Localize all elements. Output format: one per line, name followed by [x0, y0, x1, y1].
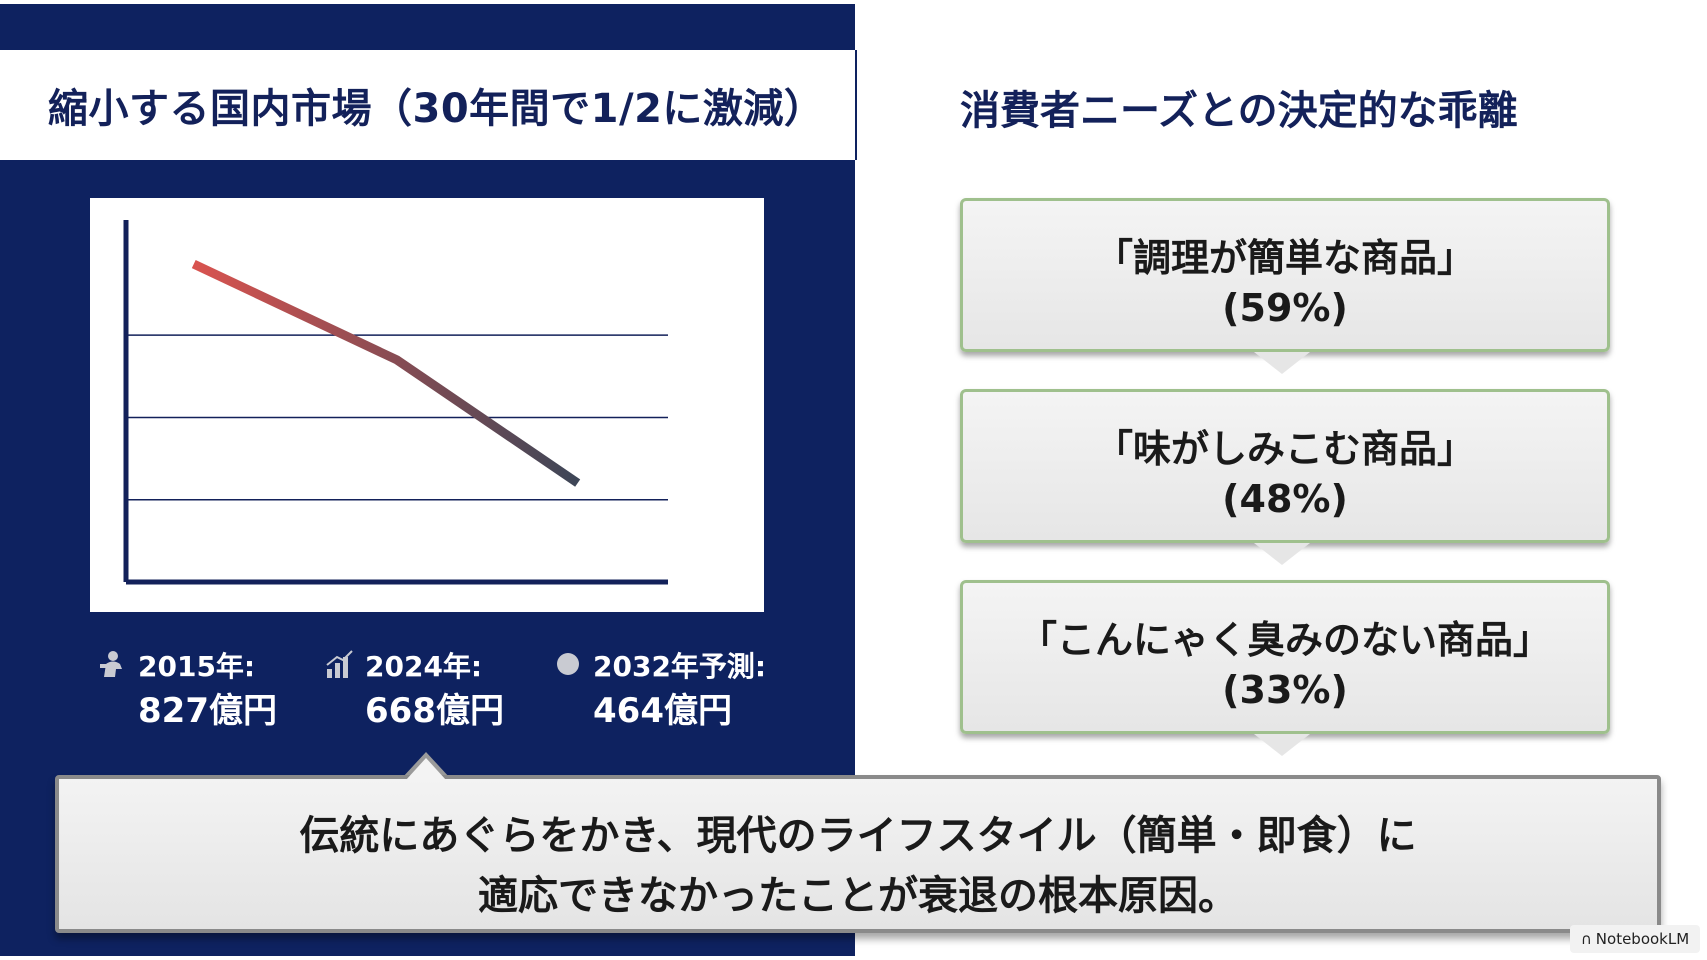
need-percent: (48%) — [1222, 477, 1348, 521]
market-title: 縮小する国内市場（30年間で1/2に激減） — [48, 86, 825, 132]
need-percent: (59%) — [1222, 286, 1348, 330]
watermark-text: NotebookLM — [1595, 930, 1690, 948]
need-label: 「こんにゃく臭みのない商品」 — [1018, 618, 1551, 662]
conclusion-box: 伝統にあぐらをかき、現代のライフスタイル（簡単・即食）に 適応できなかったことが… — [55, 775, 1661, 933]
need-card-flavor: 「味がしみこむ商品」 (48%) — [960, 389, 1610, 543]
series-line — [191, 259, 581, 487]
need-label: 「調理が簡単な商品」 — [1094, 236, 1475, 280]
needs-title: 消費者ニーズとの決定的な乖離 — [960, 88, 1518, 134]
market-line-chart — [90, 198, 764, 612]
stat-value: 668億円 — [365, 691, 504, 731]
need-card-no-odor: 「こんにゃく臭みのない商品」 (33%) — [960, 580, 1610, 734]
chart-svg — [123, 220, 668, 585]
conclusion-notch-inner — [406, 758, 446, 780]
conclusion-line-1: 伝統にあぐらをかき、現代のライフスタイル（簡単・即食）に — [299, 813, 1417, 859]
bar-chart-icon — [326, 650, 353, 678]
left-title-box: 縮小する国内市場（30年間で1/2に激減） — [0, 50, 857, 160]
need-percent: (33%) — [1222, 668, 1348, 712]
stat-year: 2032年予測: — [593, 650, 767, 683]
stat-value: 827億円 — [138, 691, 277, 731]
conclusion-line-2: 適応できなかったことが衰退の根本原因。 — [478, 873, 1238, 919]
stat-year: 2015年: — [138, 650, 256, 683]
need-pointer — [1254, 352, 1310, 374]
stat-year: 2024年: — [365, 650, 483, 683]
need-pointer — [1254, 543, 1310, 565]
notebooklm-watermark: ∩ NotebookLM — [1570, 925, 1700, 953]
circle-icon — [557, 653, 579, 675]
need-pointer — [1254, 734, 1310, 756]
notebooklm-logo-icon: ∩ — [1580, 930, 1592, 948]
person-icon — [100, 651, 122, 677]
stat-value: 464億円 — [593, 691, 732, 731]
need-label: 「味がしみこむ商品」 — [1094, 427, 1475, 471]
need-card-easy-cook: 「調理が簡単な商品」 (59%) — [960, 198, 1610, 352]
